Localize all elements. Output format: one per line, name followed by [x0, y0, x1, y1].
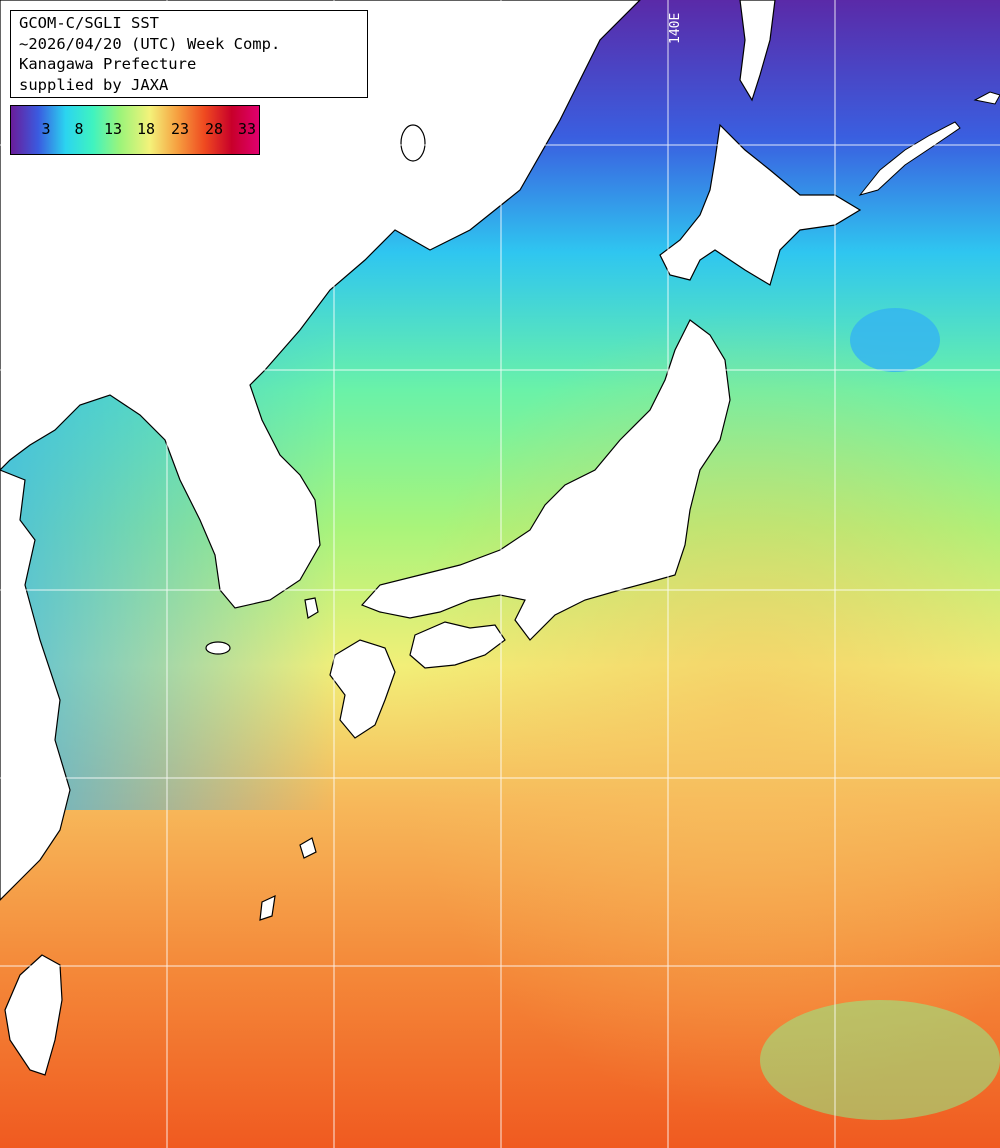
- shikoku: [409, 621, 506, 669]
- kuril-islands: [858, 91, 1000, 196]
- colorbar-labels: 3 8 13 18 23 28 33: [11, 120, 259, 140]
- colorbar-tick: 28: [204, 120, 224, 138]
- taiwan: [4, 954, 63, 1076]
- cloud-region: [760, 1000, 1000, 1120]
- honshu: [360, 319, 731, 641]
- supplier-text: supplied by JAXA: [19, 75, 169, 94]
- colorbar-gradient: [11, 106, 259, 154]
- eddy: [850, 308, 940, 372]
- small-island: [400, 124, 426, 162]
- info-box: GCOM-C/SGLI SST ~2026/04/20 (UTC) Week C…: [10, 10, 368, 98]
- period-text: ~2026/04/20 (UTC) Week Comp.: [19, 34, 281, 53]
- colorbar-tick: 13: [103, 120, 123, 138]
- colorbar-tick: 8: [74, 120, 84, 138]
- kyushu: [329, 639, 396, 739]
- tsushima: [304, 597, 319, 619]
- colorbar-tick: 3: [41, 120, 51, 138]
- okinawa-island: [259, 894, 276, 921]
- ryukyu-island: [299, 837, 317, 859]
- colorbar-tick: 33: [237, 120, 257, 138]
- product-title: GCOM-C/SGLI SST: [19, 14, 159, 32]
- china-coast: [0, 469, 71, 901]
- region-text: Kanagawa Prefecture: [19, 55, 197, 73]
- hokkaido: [659, 123, 862, 286]
- colorbar-tick: 18: [136, 120, 156, 138]
- color-scale: 3 8 13 18 23 28 33: [10, 105, 260, 155]
- latitude-label: 40N: [18, 353, 42, 368]
- colorbar-tick: 23: [170, 120, 190, 138]
- longitude-label: 140E: [668, 12, 683, 44]
- jeju-island: [205, 641, 231, 655]
- sakhalin: [739, 0, 776, 102]
